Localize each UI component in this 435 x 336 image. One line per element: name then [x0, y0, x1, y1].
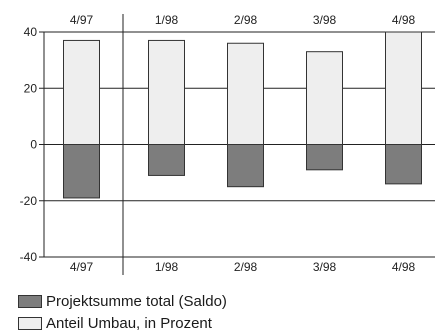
bar-umbau [63, 39, 100, 145]
bar-projektsumme [306, 144, 343, 171]
legend-item-umbau: Anteil Umbau, in Prozent [18, 315, 212, 332]
x-tick-label-top: 1/98 [155, 13, 179, 27]
y-tick-label: 0 [30, 138, 37, 152]
x-tick-label-bottom: 4/97 [70, 260, 94, 274]
y-tick-label: 40 [24, 25, 38, 39]
legend-label-umbau: Anteil Umbau, in Prozent [46, 315, 212, 332]
bar-projektsumme [148, 144, 185, 176]
x-tick-label-bottom: 4/98 [392, 260, 416, 274]
y-tick-label: -20 [20, 194, 38, 208]
bar-projektsumme [227, 144, 264, 188]
x-tick-label-bottom: 3/98 [313, 260, 337, 274]
bar-umbau [227, 42, 264, 145]
bar-umbau [385, 31, 422, 145]
legend-swatch-umbau [18, 317, 42, 330]
bar-projektsumme [385, 144, 422, 185]
y-tick-label: -40 [20, 250, 38, 264]
legend-item-projektsumme: Projektsumme total (Saldo) [18, 293, 227, 310]
x-tick-label-bottom: 2/98 [234, 260, 258, 274]
bar-projektsumme [63, 144, 100, 199]
x-tick-label-top: 3/98 [313, 13, 337, 27]
legend-swatch-projektsumme [18, 295, 42, 308]
x-tick-label-top: 4/97 [70, 13, 94, 27]
x-tick-label-top: 4/98 [392, 13, 416, 27]
x-tick-label-bottom: 1/98 [155, 260, 179, 274]
bar-umbau [306, 51, 343, 145]
bar-umbau [148, 39, 185, 145]
legend-label-projektsumme: Projektsumme total (Saldo) [46, 293, 227, 310]
y-tick-label: 20 [24, 81, 38, 95]
x-tick-label-top: 2/98 [234, 13, 258, 27]
